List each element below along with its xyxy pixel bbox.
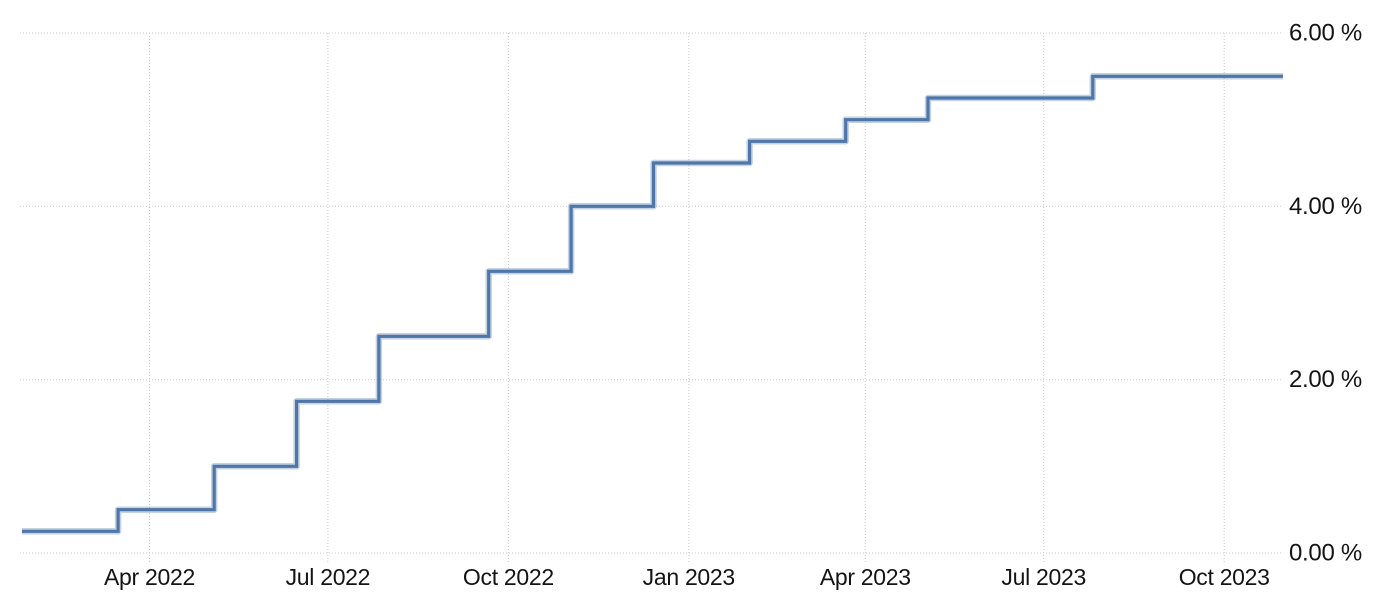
x-axis-label: Apr 2022 [104,564,195,590]
y-axis-label: 4.00 % [1289,193,1362,220]
rate-line-halo [22,73,1283,535]
y-axis-label: 6.00 % [1289,20,1362,47]
x-axis-label: Oct 2022 [463,564,554,590]
x-axis-label: Jul 2022 [286,564,371,590]
y-axis-label: 2.00 % [1289,366,1362,393]
x-axis-label: Jul 2023 [1001,564,1086,590]
x-axis-label: Oct 2023 [1179,564,1270,590]
x-axis-label: Apr 2023 [820,564,911,590]
x-axis-label: Jan 2023 [643,564,735,590]
rate-line [22,74,1283,533]
y-axis-label: 0.00 % [1289,540,1362,567]
